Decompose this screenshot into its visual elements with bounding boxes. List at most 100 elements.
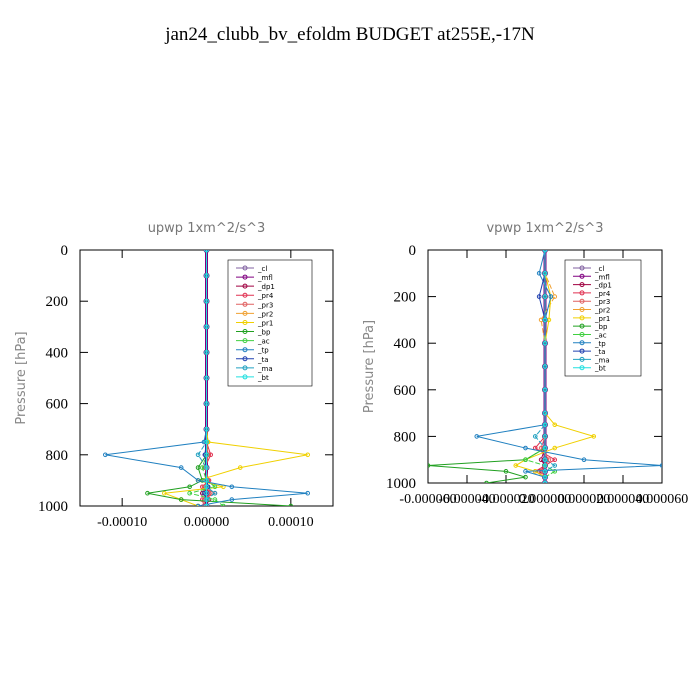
x-tick-label: 0.00010 xyxy=(268,515,314,530)
series-marker xyxy=(513,463,519,468)
series-marker xyxy=(542,422,548,428)
legend-label: _pr3 xyxy=(257,301,273,309)
series-marker xyxy=(199,465,205,470)
series-marker xyxy=(542,250,548,253)
y-tick-label: 400 xyxy=(46,345,69,361)
series-marker xyxy=(552,463,558,468)
series-marker xyxy=(552,457,558,463)
series-marker xyxy=(212,490,218,496)
legend-label: _cl xyxy=(257,265,267,273)
legend-marker xyxy=(579,340,585,346)
series-group xyxy=(103,250,311,506)
x-tick-label: 0.000020 xyxy=(558,492,611,507)
legend-label: _bp xyxy=(257,329,271,337)
legend-label: _pr4 xyxy=(257,292,274,300)
series-marker xyxy=(552,469,558,474)
series-marker xyxy=(542,271,548,276)
series-marker xyxy=(204,350,209,355)
series-group xyxy=(428,250,662,483)
legend-marker xyxy=(579,273,585,279)
series-marker xyxy=(542,294,548,299)
legend-marker xyxy=(242,283,248,289)
series-marker xyxy=(204,484,209,490)
series-marker xyxy=(659,463,662,468)
legend-marker xyxy=(579,315,585,321)
series-marker xyxy=(536,294,542,299)
legend-label: _pr2 xyxy=(594,307,610,315)
legend-box xyxy=(227,259,313,387)
legend-marker xyxy=(242,338,248,344)
legend-label: _ac xyxy=(257,338,270,346)
series-marker xyxy=(204,298,209,304)
y-tick-label: 1000 xyxy=(38,499,68,515)
series-marker xyxy=(542,410,548,416)
y-tick-label: 400 xyxy=(394,336,417,352)
y-tick-label: 600 xyxy=(46,397,69,413)
series-marker xyxy=(548,294,554,299)
legend-marker xyxy=(579,282,585,288)
y-tick-label: 800 xyxy=(394,429,417,445)
series-marker xyxy=(428,463,431,468)
series-marker xyxy=(523,469,528,474)
series-marker xyxy=(204,439,209,445)
x-tick-label: 0.000060 xyxy=(636,492,689,507)
series-marker xyxy=(237,465,243,470)
x-tick-label: 0.000040 xyxy=(597,492,650,507)
legend-label: _tp xyxy=(594,340,606,348)
legend-marker xyxy=(242,265,248,271)
legend-label: _pr4 xyxy=(594,290,611,298)
legend-marker xyxy=(579,348,585,354)
legend-marker xyxy=(242,365,248,371)
legend-label: _pr3 xyxy=(594,298,610,306)
x-tick-label: -0.00010 xyxy=(97,515,147,530)
legend-marker xyxy=(579,290,585,296)
series-marker xyxy=(204,426,209,432)
series-marker xyxy=(229,484,235,490)
y-tick-label: 800 xyxy=(46,448,69,464)
y-tick-label: 600 xyxy=(394,383,417,399)
series-marker xyxy=(178,497,184,502)
legend-marker xyxy=(579,298,585,304)
series-marker xyxy=(503,469,509,474)
legend-label: _ta xyxy=(257,356,269,364)
series-marker xyxy=(201,439,207,445)
series-marker xyxy=(552,445,558,451)
legend-label: _tp xyxy=(257,347,269,355)
legend-marker xyxy=(242,374,248,380)
y-axis-label: Pressure [hPa] xyxy=(14,331,29,424)
legend-label: _cl xyxy=(594,265,604,273)
legend-label: _pr1 xyxy=(257,319,273,327)
x-tick-label: 0.000000 xyxy=(519,492,572,507)
legend-marker xyxy=(242,319,248,325)
series-line xyxy=(514,250,596,483)
legend-marker xyxy=(242,301,248,307)
series-marker xyxy=(229,497,235,502)
series-marker xyxy=(204,375,209,381)
series-marker xyxy=(542,445,548,451)
legend-label: _ta xyxy=(594,348,606,356)
y-tick-label: 200 xyxy=(46,294,69,310)
series-marker xyxy=(542,340,548,346)
x-tick-label: -0.000020 xyxy=(477,492,534,507)
legend-marker xyxy=(242,310,248,316)
legend-marker xyxy=(242,292,248,298)
series-marker xyxy=(542,434,548,439)
series-marker xyxy=(536,271,542,276)
legend-marker xyxy=(579,265,585,271)
series-marker xyxy=(523,445,528,451)
series-marker xyxy=(204,503,209,506)
x-tick-label: -0.000060 xyxy=(399,492,456,507)
series-marker xyxy=(208,452,214,458)
series-marker xyxy=(542,387,548,393)
series-marker xyxy=(221,503,226,506)
legend-marker xyxy=(242,356,248,362)
x-tick-label: -0.000040 xyxy=(438,492,495,507)
legend-marker xyxy=(579,331,585,337)
legend-marker xyxy=(242,347,248,353)
legend-label: _bt xyxy=(594,365,606,373)
series-marker xyxy=(178,465,184,470)
series-marker xyxy=(523,457,528,463)
series-marker xyxy=(204,478,209,483)
y-axis-label: Pressure [hPa] xyxy=(362,320,377,413)
